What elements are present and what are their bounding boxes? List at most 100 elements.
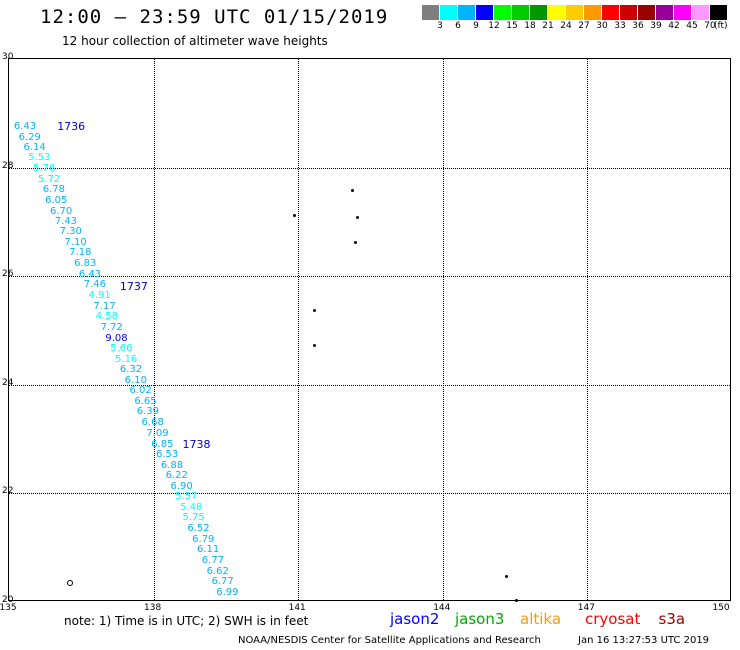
lat-label: 28 <box>2 160 14 171</box>
scale-label: 33 <box>614 21 626 31</box>
grid-line-vertical <box>442 59 444 600</box>
grid-line-horizontal <box>9 276 730 278</box>
scale-label: 21 <box>542 21 554 31</box>
note-text: note: 1) Time is in UTC; 2) SWH is in fe… <box>64 614 309 628</box>
wave-height-value: 6.83 <box>74 258 97 270</box>
island-marker <box>515 599 519 603</box>
grid-line-horizontal <box>9 493 730 495</box>
lat-label: 26 <box>2 269 14 280</box>
wave-height-value: 6.10 <box>124 374 147 386</box>
pass-time-label: 1737 <box>119 280 148 294</box>
island-marker <box>293 213 297 217</box>
scale-swatch <box>494 5 512 20</box>
scale-swatch <box>548 5 566 20</box>
wave-height-value: 6.22 <box>165 470 188 482</box>
lat-label: 24 <box>2 377 14 388</box>
island-marker <box>353 240 357 244</box>
wave-height-value: 6.79 <box>192 533 215 545</box>
island-marker <box>356 216 360 220</box>
lat-label: 30 <box>2 52 14 62</box>
scale-swatch <box>566 5 584 20</box>
page-title: 12:00 — 23:59 UTC 01/15/2019 <box>40 6 389 28</box>
wave-height-value: 6.88 <box>160 459 184 471</box>
island-marker <box>505 574 509 578</box>
scale-label: 42 <box>668 21 680 31</box>
pass-time-label: 1738 <box>182 437 211 451</box>
wave-height-value: 6.70 <box>49 205 73 217</box>
wave-height-map[interactable]: 6.43 6.29 6.14 5.53 5.76 5.72 6.78 6.05 6.70 7.43… <box>8 58 731 603</box>
wave-height-value: 5.48 <box>180 502 203 514</box>
grid-line-vertical <box>587 59 589 600</box>
wave-height-value: 6.52 <box>187 523 210 535</box>
wave-height-value: 7.46 <box>83 279 106 291</box>
wave-height-value: 6.43 <box>78 269 102 281</box>
wave-height-value: 6.77 <box>211 575 234 587</box>
wave-height-value: 6.53 <box>156 448 179 460</box>
wave-height-value: 6.62 <box>206 565 229 577</box>
lon-label: 138 <box>144 603 162 613</box>
wave-height-value: 7.30 <box>59 226 82 238</box>
wave-height-value: 6.02 <box>129 385 152 397</box>
wave-height-value: 6.85 <box>151 438 174 450</box>
lon-label: 150 <box>712 603 730 613</box>
grid-line-vertical <box>153 59 155 600</box>
scale-label: 15 <box>506 21 518 31</box>
satellite-label: s3a <box>658 610 686 628</box>
pass-time-label: 1736 <box>57 119 86 133</box>
scale-label: 70 <box>704 21 716 31</box>
scale-label: 6 <box>455 21 461 31</box>
wave-height-value: 6.14 <box>23 142 46 154</box>
island-marker <box>312 308 316 312</box>
wave-height-value: 6.11 <box>196 544 220 556</box>
lat-label: 20 <box>2 595 14 605</box>
wave-height-value: 6.90 <box>170 480 193 492</box>
scale-label: 36 <box>632 21 644 31</box>
wave-height-value: 6.65 <box>134 396 157 408</box>
footer-date: Jan 16 13:27:53 UTC 2019 <box>578 635 710 646</box>
scale-swatch <box>602 5 620 20</box>
wave-height-value: 6.77 <box>201 554 225 566</box>
wave-height-value: 5.72 <box>37 173 61 185</box>
wave-height-value: 5.76 <box>33 162 56 174</box>
wave-height-value: 6.78 <box>42 183 65 195</box>
wave-height-value: 6.05 <box>45 194 68 206</box>
satellite-label: jason2 <box>390 610 440 628</box>
scale-swatch <box>476 5 494 20</box>
satellite-label: jason3 <box>455 610 505 628</box>
grid-line-vertical <box>298 59 300 600</box>
grid-line-horizontal <box>9 167 730 169</box>
wave-height-value: 6.39 <box>136 406 159 418</box>
footer-credit: NOAA/NESDIS Center for Satellite Applica… <box>238 635 541 646</box>
lon-label: 147 <box>577 603 595 613</box>
scale-label: 12 <box>488 21 500 31</box>
scale-label: 30 <box>596 21 608 31</box>
lon-label: 135 <box>0 603 17 613</box>
scale-swatch <box>638 5 656 20</box>
wave-height-value: 7.17 <box>93 300 116 312</box>
lat-label: 22 <box>2 486 14 497</box>
scale-label: 45 <box>686 21 698 31</box>
scale-label: 18 <box>524 21 536 31</box>
grid-line-horizontal <box>9 384 730 386</box>
scale-label: 24 <box>560 21 572 31</box>
wave-height-value: 6.29 <box>18 131 41 143</box>
wave-height-value: 5.66 <box>110 342 133 354</box>
wave-height-value: 7.09 <box>146 427 169 439</box>
color-scale-units: (ft) <box>714 21 728 31</box>
wave-height-value: 5.57 <box>175 491 198 503</box>
wave-height-value: 5.16 <box>115 353 138 365</box>
scale-label: 9 <box>473 21 479 31</box>
wave-height-value: 7.18 <box>69 247 92 259</box>
wave-height-value: 6.68 <box>141 417 164 429</box>
wave-height-value: 9.08 <box>105 332 128 344</box>
scale-swatch <box>692 5 710 20</box>
scale-swatch <box>620 5 638 20</box>
wave-height-value: 7.43 <box>54 215 78 227</box>
scale-swatch <box>458 5 476 20</box>
scale-label: 3 <box>437 21 443 31</box>
scale-label: 39 <box>650 21 662 31</box>
wave-height-value: 6.99 <box>216 586 239 598</box>
color-scale <box>422 5 728 20</box>
scale-swatch <box>512 5 530 20</box>
lon-label: 144 <box>433 603 451 613</box>
